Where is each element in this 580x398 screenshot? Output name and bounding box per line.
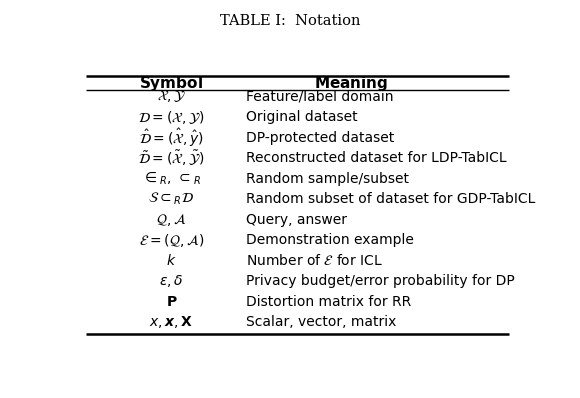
Text: DP-protected dataset: DP-protected dataset bbox=[245, 131, 394, 144]
Text: $\mathcal{S} \subset_R \mathcal{D}$: $\mathcal{S} \subset_R \mathcal{D}$ bbox=[148, 191, 194, 207]
Text: $\epsilon, \delta$: $\epsilon, \delta$ bbox=[159, 273, 184, 289]
Text: $\mathcal{D} = (\mathcal{X}, \mathcal{Y})$: $\mathcal{D} = (\mathcal{X}, \mathcal{Y}… bbox=[138, 109, 205, 125]
Text: $k$: $k$ bbox=[166, 253, 177, 268]
Text: $\bf{Meaning}$: $\bf{Meaning}$ bbox=[314, 74, 389, 92]
Text: $\mathbf{P}$: $\mathbf{P}$ bbox=[165, 295, 177, 309]
Text: $\bf{Symbol}$: $\bf{Symbol}$ bbox=[139, 74, 204, 92]
Text: Original dataset: Original dataset bbox=[245, 110, 357, 124]
Text: Random subset of dataset for GDP-TabICL: Random subset of dataset for GDP-TabICL bbox=[245, 192, 535, 206]
Text: Scalar, vector, matrix: Scalar, vector, matrix bbox=[245, 315, 396, 330]
Text: Query, answer: Query, answer bbox=[245, 213, 347, 227]
Text: Privacy budget/error probability for DP: Privacy budget/error probability for DP bbox=[245, 274, 514, 288]
Text: $\in_R,\, \subset_R$: $\in_R,\, \subset_R$ bbox=[142, 170, 201, 187]
Text: Distortion matrix for RR: Distortion matrix for RR bbox=[245, 295, 411, 309]
Text: $\hat{\mathcal{D}} = (\hat{\mathcal{X}}, \hat{y})$: $\hat{\mathcal{D}} = (\hat{\mathcal{X}},… bbox=[139, 127, 204, 149]
Text: Demonstration example: Demonstration example bbox=[245, 233, 414, 247]
Text: Reconstructed dataset for LDP-TabICL: Reconstructed dataset for LDP-TabICL bbox=[245, 151, 506, 165]
Text: Random sample/subset: Random sample/subset bbox=[245, 172, 408, 185]
Text: Feature/label domain: Feature/label domain bbox=[245, 90, 393, 103]
Text: TABLE I:  Notation: TABLE I: Notation bbox=[220, 14, 360, 28]
Text: $\mathcal{E} = (\mathcal{Q}, \mathcal{A})$: $\mathcal{E} = (\mathcal{Q}, \mathcal{A}… bbox=[139, 232, 204, 249]
Text: $\tilde{\mathcal{D}} = (\tilde{\mathcal{X}}, \tilde{\mathcal{Y}})$: $\tilde{\mathcal{D}} = (\tilde{\mathcal{… bbox=[138, 148, 205, 168]
Text: $\mathcal{Q}, \mathcal{A}$: $\mathcal{Q}, \mathcal{A}$ bbox=[156, 212, 187, 228]
Text: $x, \boldsymbol{x}, \mathbf{X}$: $x, \boldsymbol{x}, \mathbf{X}$ bbox=[149, 314, 194, 330]
Text: Number of $\mathcal{E}$ for ICL: Number of $\mathcal{E}$ for ICL bbox=[245, 253, 382, 268]
Text: $\mathcal{X}, \mathcal{Y}$: $\mathcal{X}, \mathcal{Y}$ bbox=[157, 88, 186, 105]
